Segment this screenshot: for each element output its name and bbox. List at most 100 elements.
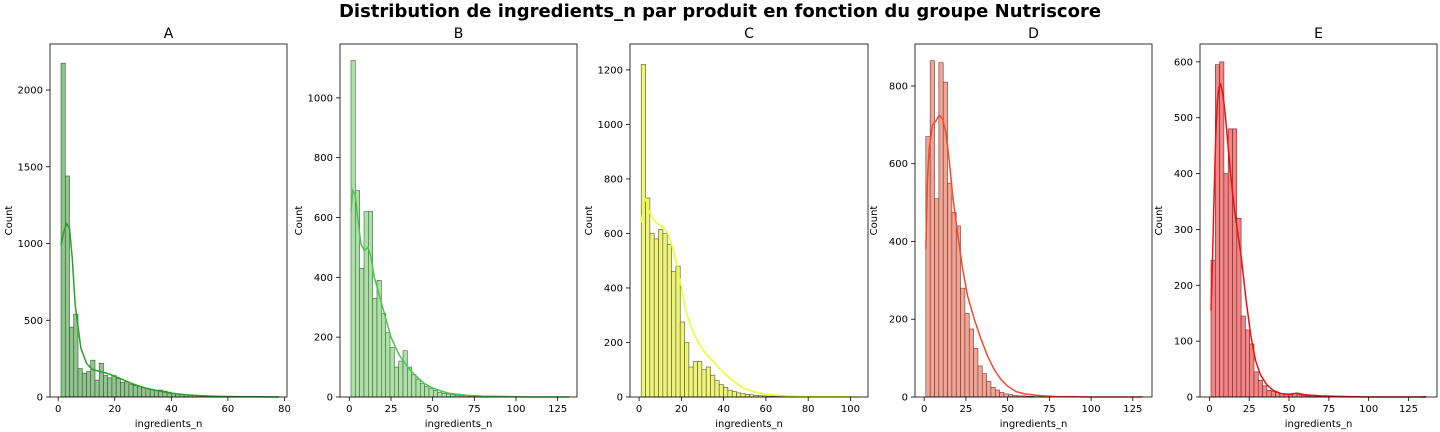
histogram-bar [132, 385, 138, 398]
y-tick-label: 400 [889, 237, 908, 248]
y-tick-label: 800 [314, 153, 333, 164]
x-axis-label: ingredients_n [1285, 419, 1353, 430]
y-axis-label: Count [584, 206, 595, 236]
histogram-bar [662, 233, 668, 398]
kde-line [925, 113, 1142, 398]
x-tick-label: 50 [1001, 404, 1014, 415]
x-tick-label: 125 [1123, 404, 1142, 415]
histogram-bar [359, 268, 365, 398]
histogram-bar [69, 326, 75, 398]
histogram-bar [415, 378, 421, 398]
histogram-bar [368, 211, 373, 398]
x-tick-label: 0 [1206, 404, 1212, 415]
x-tick-label: 0 [921, 404, 927, 415]
y-tick-label: 200 [314, 333, 333, 344]
histogram-bar [964, 313, 970, 398]
histogram-bar [960, 287, 966, 398]
subplot-title: A [164, 26, 174, 42]
histogram-bar [994, 389, 1000, 398]
subplot-E: 0 25 50 75 100 125 0 100 200 300 400 500 600 Eingredi… [1154, 26, 1438, 430]
x-tick-label: 25 [1243, 404, 1256, 415]
histogram-bar [385, 332, 391, 398]
x-tick-label: 125 [1399, 404, 1418, 415]
x-tick-label: 0 [636, 404, 642, 415]
histogram-bar [645, 197, 651, 398]
x-tick-label: 20 [675, 404, 688, 415]
histogram-bar [990, 386, 996, 398]
y-tick-label: 1200 [598, 65, 623, 76]
histogram-bar [402, 350, 408, 398]
axes-frame [914, 43, 1153, 398]
histogram-bar [428, 388, 434, 398]
histogram-bar [658, 229, 664, 398]
y-tick-label: 600 [314, 213, 333, 224]
x-tick-label: 40 [165, 404, 178, 415]
axes-frame [49, 43, 288, 398]
y-tick-label: 800 [604, 174, 623, 185]
y-tick-label: 600 [889, 159, 908, 170]
subplot-title: E [1314, 26, 1323, 42]
histogram-bar [372, 297, 378, 398]
histogram-bar [86, 371, 92, 398]
x-tick-label: 75 [1043, 404, 1056, 415]
histogram-bar [714, 380, 720, 398]
histogram-bar [653, 238, 659, 398]
histogram-bar [107, 377, 113, 398]
histogram-bar [77, 368, 83, 398]
histogram-bar [679, 321, 685, 398]
y-tick-label: 1000 [18, 239, 43, 250]
x-axis-label: ingredients_n [135, 419, 203, 430]
kde-line [60, 221, 279, 398]
x-tick-label: 60 [760, 404, 773, 415]
histogram-bar [723, 387, 729, 398]
y-tick-label: 200 [889, 315, 908, 326]
x-tick-label: 50 [426, 404, 439, 415]
histogram-bar [103, 375, 108, 398]
histogram-bar [981, 373, 987, 398]
histogram-bar [420, 383, 425, 398]
y-tick-label: 100 [1174, 337, 1193, 348]
figure-title: Distribution de ingredients_n par produi… [339, 1, 1101, 22]
kde-line [640, 197, 859, 398]
x-tick-label: 0 [55, 404, 61, 415]
histogram-bar [115, 378, 121, 398]
histogram-bar [90, 359, 96, 398]
histogram-bar [688, 366, 694, 398]
y-tick-label: 600 [1174, 57, 1193, 68]
y-tick-label: 500 [24, 316, 43, 327]
subplot-B: 0 25 50 75 100 125 0 200 400 600 800 1000 Bingredien… [294, 26, 578, 430]
histogram-bar [1266, 389, 1272, 398]
y-tick-label: 0 [902, 393, 908, 404]
histogram-bar [81, 372, 87, 398]
histogram-bar [973, 348, 979, 398]
subplot-D: 0 25 50 75 100 125 0 200 400 600 800 Dingredients_n… [869, 26, 1153, 430]
y-tick-label: 0 [327, 393, 333, 404]
histogram-bar [64, 175, 70, 398]
histogram-bar [705, 366, 711, 398]
histogram-bar [398, 360, 404, 398]
histogram-bar [740, 393, 746, 398]
x-tick-label: 20 [108, 404, 121, 415]
histogram-bar [111, 375, 117, 398]
histogram-bar [433, 390, 438, 398]
histogram-bar [98, 362, 104, 398]
histogram-bar [128, 384, 134, 398]
x-tick-label: 75 [468, 404, 481, 415]
x-tick-label: 60 [222, 404, 235, 415]
subplot-C: 0 20 40 60 80 100020040060080010001200Cingred… [584, 26, 869, 430]
y-axis-label: Count [1154, 206, 1165, 236]
histogram-bar [666, 244, 672, 398]
y-tick-label: 400 [314, 273, 333, 284]
y-tick-label: 1500 [18, 162, 43, 173]
histogram-bar [697, 361, 703, 398]
x-tick-label: 50 [1283, 404, 1296, 415]
histogram-bar [137, 385, 142, 398]
axes-frame [1199, 43, 1438, 398]
histogram-bar [120, 382, 125, 398]
y-tick-label: 200 [604, 338, 623, 349]
y-tick-label: 400 [1174, 169, 1193, 180]
histogram-bar [394, 366, 399, 398]
histogram-bar [350, 60, 356, 398]
